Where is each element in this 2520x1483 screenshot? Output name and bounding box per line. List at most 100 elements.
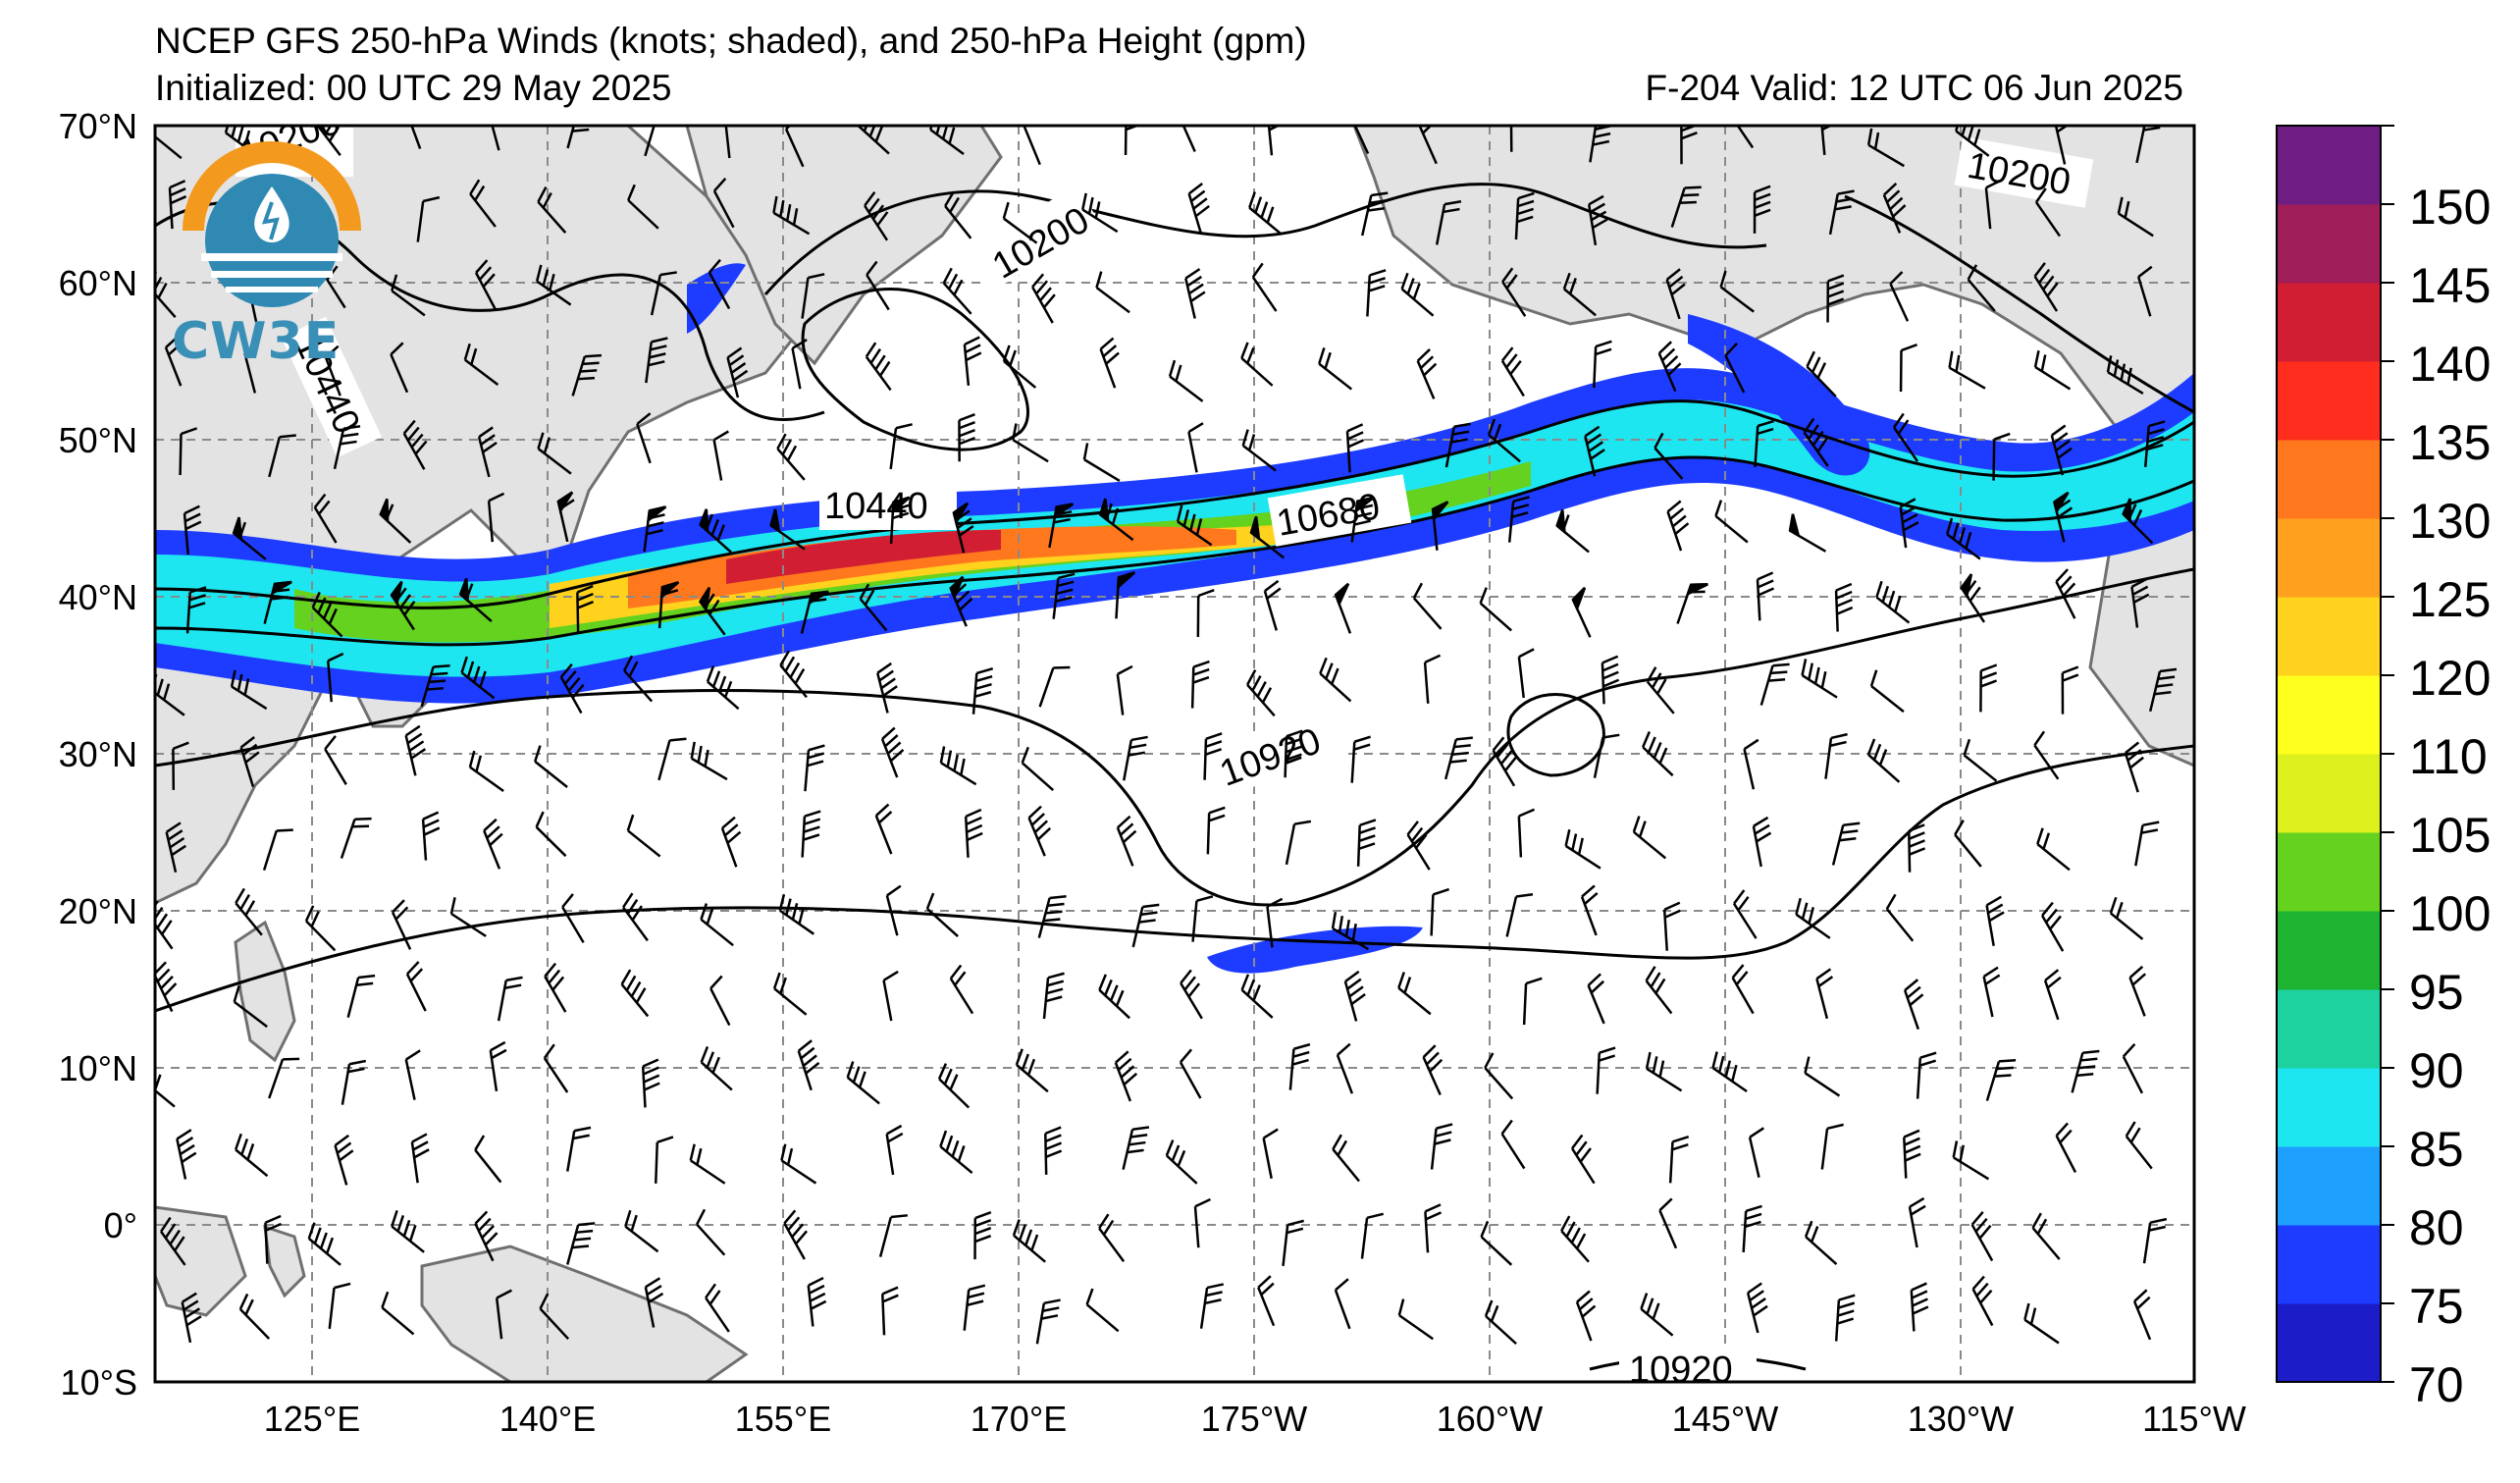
wind-barb xyxy=(1165,1139,1198,1185)
colorbar-segment xyxy=(2277,989,2381,1069)
wind-barb xyxy=(313,493,338,544)
wind-barb xyxy=(474,1135,502,1184)
wind-barb xyxy=(1580,884,1599,936)
wind-barb xyxy=(495,1289,512,1340)
wind-barb xyxy=(1756,571,1775,621)
wind-barb xyxy=(878,1214,908,1257)
wind-barb xyxy=(1948,350,1986,390)
wind-barb xyxy=(477,426,498,478)
wind-barb xyxy=(379,498,412,544)
wind-barb xyxy=(880,726,905,778)
lat-label: 70°N xyxy=(59,106,137,146)
jet-patch-asia xyxy=(687,263,746,334)
wind-barb xyxy=(1115,571,1136,619)
wind-barb xyxy=(176,1129,197,1180)
wind-barb xyxy=(1240,974,1274,1019)
wind-barb xyxy=(304,905,337,952)
wind-barb xyxy=(1319,657,1352,703)
wind-barb xyxy=(1081,192,1119,234)
wind-barb xyxy=(341,1059,366,1105)
wind-barb xyxy=(1670,185,1702,228)
colorbar-segment xyxy=(2277,204,2381,284)
wind-barb xyxy=(1875,580,1911,624)
wind-barb xyxy=(2125,1121,2153,1170)
wind-barb xyxy=(1400,272,1435,317)
contour-label: 10920 xyxy=(1629,1350,1733,1391)
wind-barb xyxy=(1866,738,1901,783)
wind-barb xyxy=(487,492,505,543)
contour-high-center xyxy=(1506,693,1605,777)
wind-barb xyxy=(944,190,972,239)
wind-barb xyxy=(328,1282,351,1329)
colorbar-segment xyxy=(2277,597,2381,676)
wind-barb xyxy=(1037,895,1067,938)
wind-barb xyxy=(1640,1293,1674,1337)
wind-barb xyxy=(2143,420,2166,468)
colorbar-segment xyxy=(2277,754,2381,833)
wind-barb xyxy=(460,656,496,700)
wind-barb xyxy=(2142,1217,2168,1264)
wind-barb xyxy=(155,270,177,318)
wind-barb xyxy=(535,264,572,306)
wind-barb xyxy=(1350,735,1372,783)
wind-barb xyxy=(1241,429,1277,472)
wind-barb xyxy=(155,1069,176,1108)
wind-barb xyxy=(1826,274,1845,323)
wind-barb xyxy=(1435,199,1462,245)
wind-barb xyxy=(1560,1215,1590,1263)
wind-barb xyxy=(1985,1058,2017,1101)
wind-barb xyxy=(1430,1123,1453,1170)
wind-barb xyxy=(641,1058,660,1108)
wind-barb xyxy=(885,884,902,936)
wind-barb xyxy=(700,1045,733,1091)
wind-barb xyxy=(779,650,808,699)
wind-barb xyxy=(866,260,890,311)
wind-barb xyxy=(1903,979,1924,1031)
wind-barb xyxy=(1555,509,1590,554)
wind-barb xyxy=(1517,808,1536,858)
wind-barb xyxy=(964,808,983,858)
wind-barb xyxy=(1206,806,1226,855)
wind-barb xyxy=(1658,1197,1678,1249)
wind-barb xyxy=(404,1049,421,1100)
wind-barb xyxy=(1431,501,1449,551)
wind-barb xyxy=(1124,126,1142,156)
wind-barb xyxy=(381,1291,415,1336)
wind-barb xyxy=(1815,968,1834,1020)
wind-barb xyxy=(1416,348,1438,399)
wind-barb xyxy=(1203,732,1223,780)
wind-barb xyxy=(1728,126,1755,149)
wind-barb xyxy=(620,969,650,1018)
wind-barb xyxy=(1116,815,1137,867)
wind-barb xyxy=(769,508,806,551)
wind-barb xyxy=(1002,201,1038,244)
wind-barb xyxy=(699,508,732,554)
wind-barb xyxy=(726,346,749,398)
wind-barb xyxy=(2054,126,2073,165)
wind-barb xyxy=(1971,1275,1994,1327)
wind-barb xyxy=(1251,262,1278,312)
map-frame xyxy=(153,124,2196,1384)
wind-barb xyxy=(474,1210,499,1262)
wind-barb xyxy=(1262,1128,1279,1179)
wind-barb xyxy=(2128,965,2147,1017)
wind-barb xyxy=(1430,887,1450,936)
contour-10680 xyxy=(155,455,2194,647)
wind-barb xyxy=(566,1222,596,1265)
wind-barb xyxy=(537,432,572,475)
wind-barb xyxy=(1418,126,1438,165)
wind-barb xyxy=(1042,972,1065,1020)
wind-barb xyxy=(1505,893,1534,937)
wind-barb xyxy=(1662,901,1681,951)
wind-barb xyxy=(172,741,189,790)
wind-barb xyxy=(645,337,668,384)
wind-barb xyxy=(497,976,523,1022)
wind-barb xyxy=(1666,500,1690,552)
wind-barb xyxy=(1820,1123,1844,1170)
wind-barb xyxy=(865,342,892,392)
wind-barb xyxy=(1564,828,1601,870)
wind-barb xyxy=(709,975,731,1027)
wind-barb xyxy=(1187,182,1210,234)
colorbar-segment xyxy=(2277,675,2381,755)
wind-barb xyxy=(1731,964,1755,1015)
